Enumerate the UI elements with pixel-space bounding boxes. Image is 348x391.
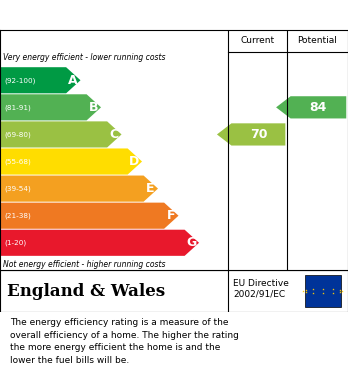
Text: Energy Efficiency Rating: Energy Efficiency Rating	[10, 7, 220, 23]
Text: (21-38): (21-38)	[4, 212, 31, 219]
Polygon shape	[0, 230, 199, 256]
Text: (92-100): (92-100)	[4, 77, 35, 84]
Text: Potential: Potential	[298, 36, 338, 45]
Polygon shape	[0, 176, 158, 202]
Text: England & Wales: England & Wales	[7, 283, 165, 300]
Text: F: F	[167, 209, 175, 222]
Text: A: A	[68, 74, 78, 87]
Text: (81-91): (81-91)	[4, 104, 31, 111]
Text: Current: Current	[240, 36, 275, 45]
Text: B: B	[89, 101, 98, 114]
Text: EU Directive
2002/91/EC: EU Directive 2002/91/EC	[233, 279, 289, 299]
Text: (55-68): (55-68)	[4, 158, 31, 165]
Text: (39-54): (39-54)	[4, 185, 31, 192]
Text: G: G	[186, 236, 197, 249]
Text: The energy efficiency rating is a measure of the
overall efficiency of a home. T: The energy efficiency rating is a measur…	[10, 318, 239, 365]
Polygon shape	[0, 203, 179, 229]
Polygon shape	[276, 96, 346, 118]
Text: C: C	[109, 128, 118, 141]
Text: D: D	[129, 155, 140, 168]
Text: E: E	[146, 182, 155, 195]
Polygon shape	[0, 94, 101, 120]
Text: Very energy efficient - lower running costs: Very energy efficient - lower running co…	[3, 53, 166, 62]
FancyBboxPatch shape	[304, 275, 341, 307]
Polygon shape	[0, 67, 80, 93]
Text: 84: 84	[310, 101, 327, 114]
Text: 70: 70	[250, 128, 267, 141]
Polygon shape	[0, 121, 121, 147]
Text: Not energy efficient - higher running costs: Not energy efficient - higher running co…	[3, 260, 166, 269]
Polygon shape	[0, 149, 142, 175]
Polygon shape	[217, 123, 285, 145]
Text: (1-20): (1-20)	[4, 240, 26, 246]
Text: (69-80): (69-80)	[4, 131, 31, 138]
